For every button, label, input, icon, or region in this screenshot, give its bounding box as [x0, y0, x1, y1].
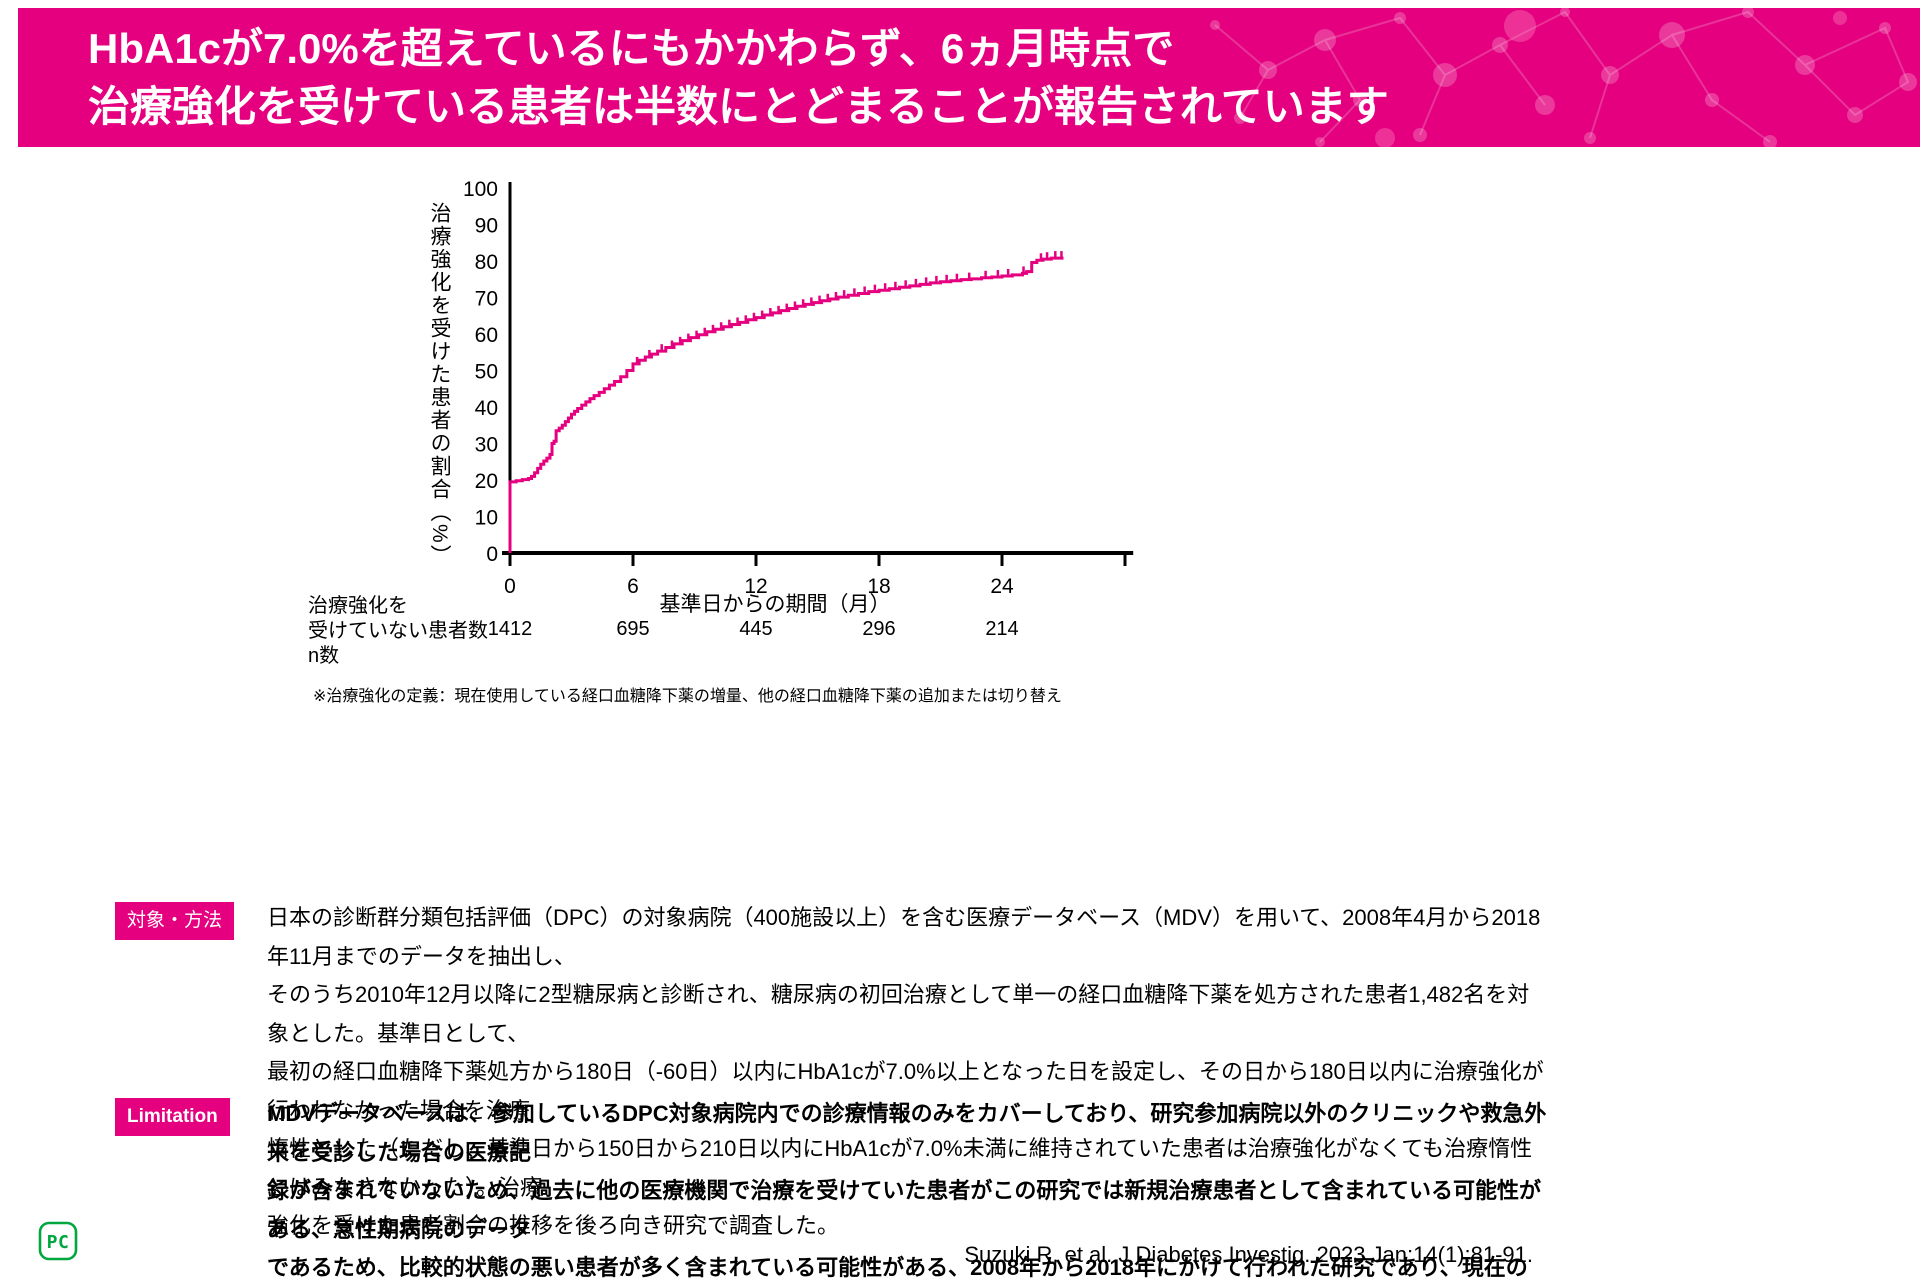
header-banner: HbA1cが7.0%を超えているにもかかわらず、6ヵ月時点で 治療強化を受けてい… — [18, 8, 1920, 147]
pc-logo: PC — [38, 1221, 78, 1261]
pc-logo-text: PC — [47, 1232, 70, 1253]
chart-footnote: ※治療強化の定義：現在使用している経口血糖降下薬の増量、他の経口血糖降下薬の追加… — [313, 688, 1062, 705]
x-axis-title: 基準日からの期間（月） — [659, 593, 891, 616]
risk-table-label: 治療強化を 受けていない患者数 n数 — [308, 595, 488, 667]
limitation-badge: Limitation — [115, 1098, 230, 1136]
risk-value: 695 — [616, 618, 650, 640]
y-tick-label: 90 — [475, 215, 498, 238]
page-title-line2: 治療強化を受けている患者は半数にとどまることが報告されています — [88, 83, 1389, 130]
limitation-text: MDVデータベースは、参加しているDPC対象病院内での診療情報のみをカバーしてお… — [267, 1101, 1547, 1280]
pc-logo-frame — [38, 1221, 78, 1261]
x-tick-label: 12 — [744, 575, 767, 598]
y-tick-label: 80 — [475, 251, 498, 274]
y-tick-label: 10 — [475, 507, 498, 530]
y-axis-title: 治療強化を受けた患者の割合（%） — [428, 202, 451, 568]
km-chart: 0 10 20 30 40 50 60 70 80 90 100 0 6 12 18 24 — [463, 178, 1134, 598]
risk-value: 296 — [862, 618, 896, 640]
risk-value: 445 — [739, 618, 773, 640]
x-tick-label: 18 — [867, 575, 890, 598]
x-tick-label: 6 — [627, 575, 639, 598]
y-tick-label: 50 — [475, 361, 498, 384]
y-tick-label: 0 — [486, 543, 498, 566]
km-curve — [508, 256, 1064, 553]
risk-value: 214 — [985, 618, 1019, 640]
citation: Suzuki R, et al. J Diabetes Investig. 20… — [964, 1242, 1533, 1267]
risk-value: 1412 — [487, 618, 533, 640]
y-tick-label: 30 — [475, 434, 498, 457]
y-tick-label: 70 — [475, 288, 498, 311]
methods-text: 日本の診断群分類包括評価（DPC）の対象病院（400施設以上）を含む医療データベ… — [267, 905, 1544, 1238]
x-tick-label: 24 — [990, 575, 1014, 598]
x-tick-label: 0 — [504, 575, 516, 598]
page-title-line1: HbA1cが7.0%を超えているにもかかわらず、6ヵ月時点で — [88, 25, 1175, 72]
y-tick-label: 60 — [475, 324, 498, 347]
y-tick-label: 40 — [475, 397, 498, 420]
y-tick-label: 100 — [463, 178, 498, 201]
molecule-pattern-decoration — [1210, 8, 1917, 147]
methods-badge: 対象・方法 — [115, 902, 235, 940]
y-tick-label: 20 — [475, 470, 498, 493]
